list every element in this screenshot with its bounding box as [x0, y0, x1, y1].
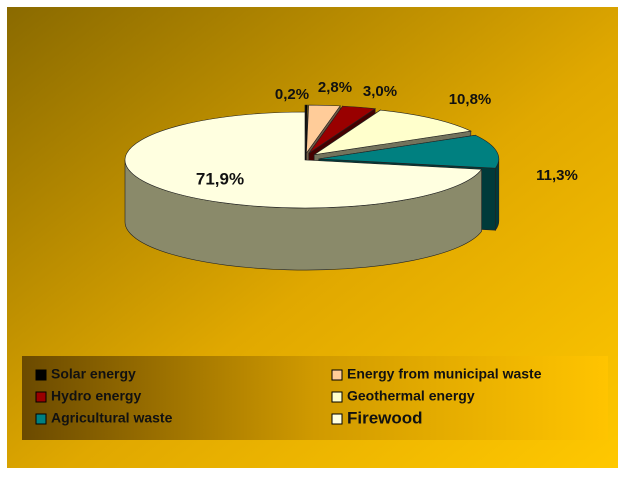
slice-side	[495, 158, 500, 232]
data-label: 3,0%	[363, 83, 397, 100]
slice	[124, 111, 483, 209]
legend-swatch	[331, 391, 343, 403]
data-label: 11,3%	[536, 167, 578, 184]
legend-swatch	[331, 369, 343, 381]
legend-swatch	[35, 391, 47, 403]
slice	[306, 104, 341, 155]
legend-label: Geothermal energy	[347, 388, 475, 404]
data-label: 2,8%	[318, 79, 352, 96]
legend-label: Solar energy	[51, 366, 136, 382]
pie: 0,2% 2,8% 3,0% 10,8% 11,3% 71,9%	[124, 79, 578, 271]
legend-label: Energy from municipal waste	[347, 366, 542, 382]
legend-swatch	[35, 413, 47, 425]
legend-swatch	[331, 413, 343, 425]
legend-box	[22, 356, 608, 440]
legend-label: Hydro energy	[51, 388, 141, 404]
legend-swatch	[35, 369, 47, 381]
legend: Solar energy Energy from municipal waste H…	[35, 366, 542, 427]
slice	[314, 109, 472, 156]
data-label: 0,2%	[275, 86, 309, 103]
data-label: 71,9%	[196, 169, 244, 188]
legend-label: Agricultural waste	[51, 410, 173, 426]
slice	[304, 104, 308, 154]
slice	[308, 105, 377, 154]
data-label: 10,8%	[449, 91, 492, 108]
legend-label: Firewood	[347, 408, 423, 427]
slice	[318, 134, 500, 169]
